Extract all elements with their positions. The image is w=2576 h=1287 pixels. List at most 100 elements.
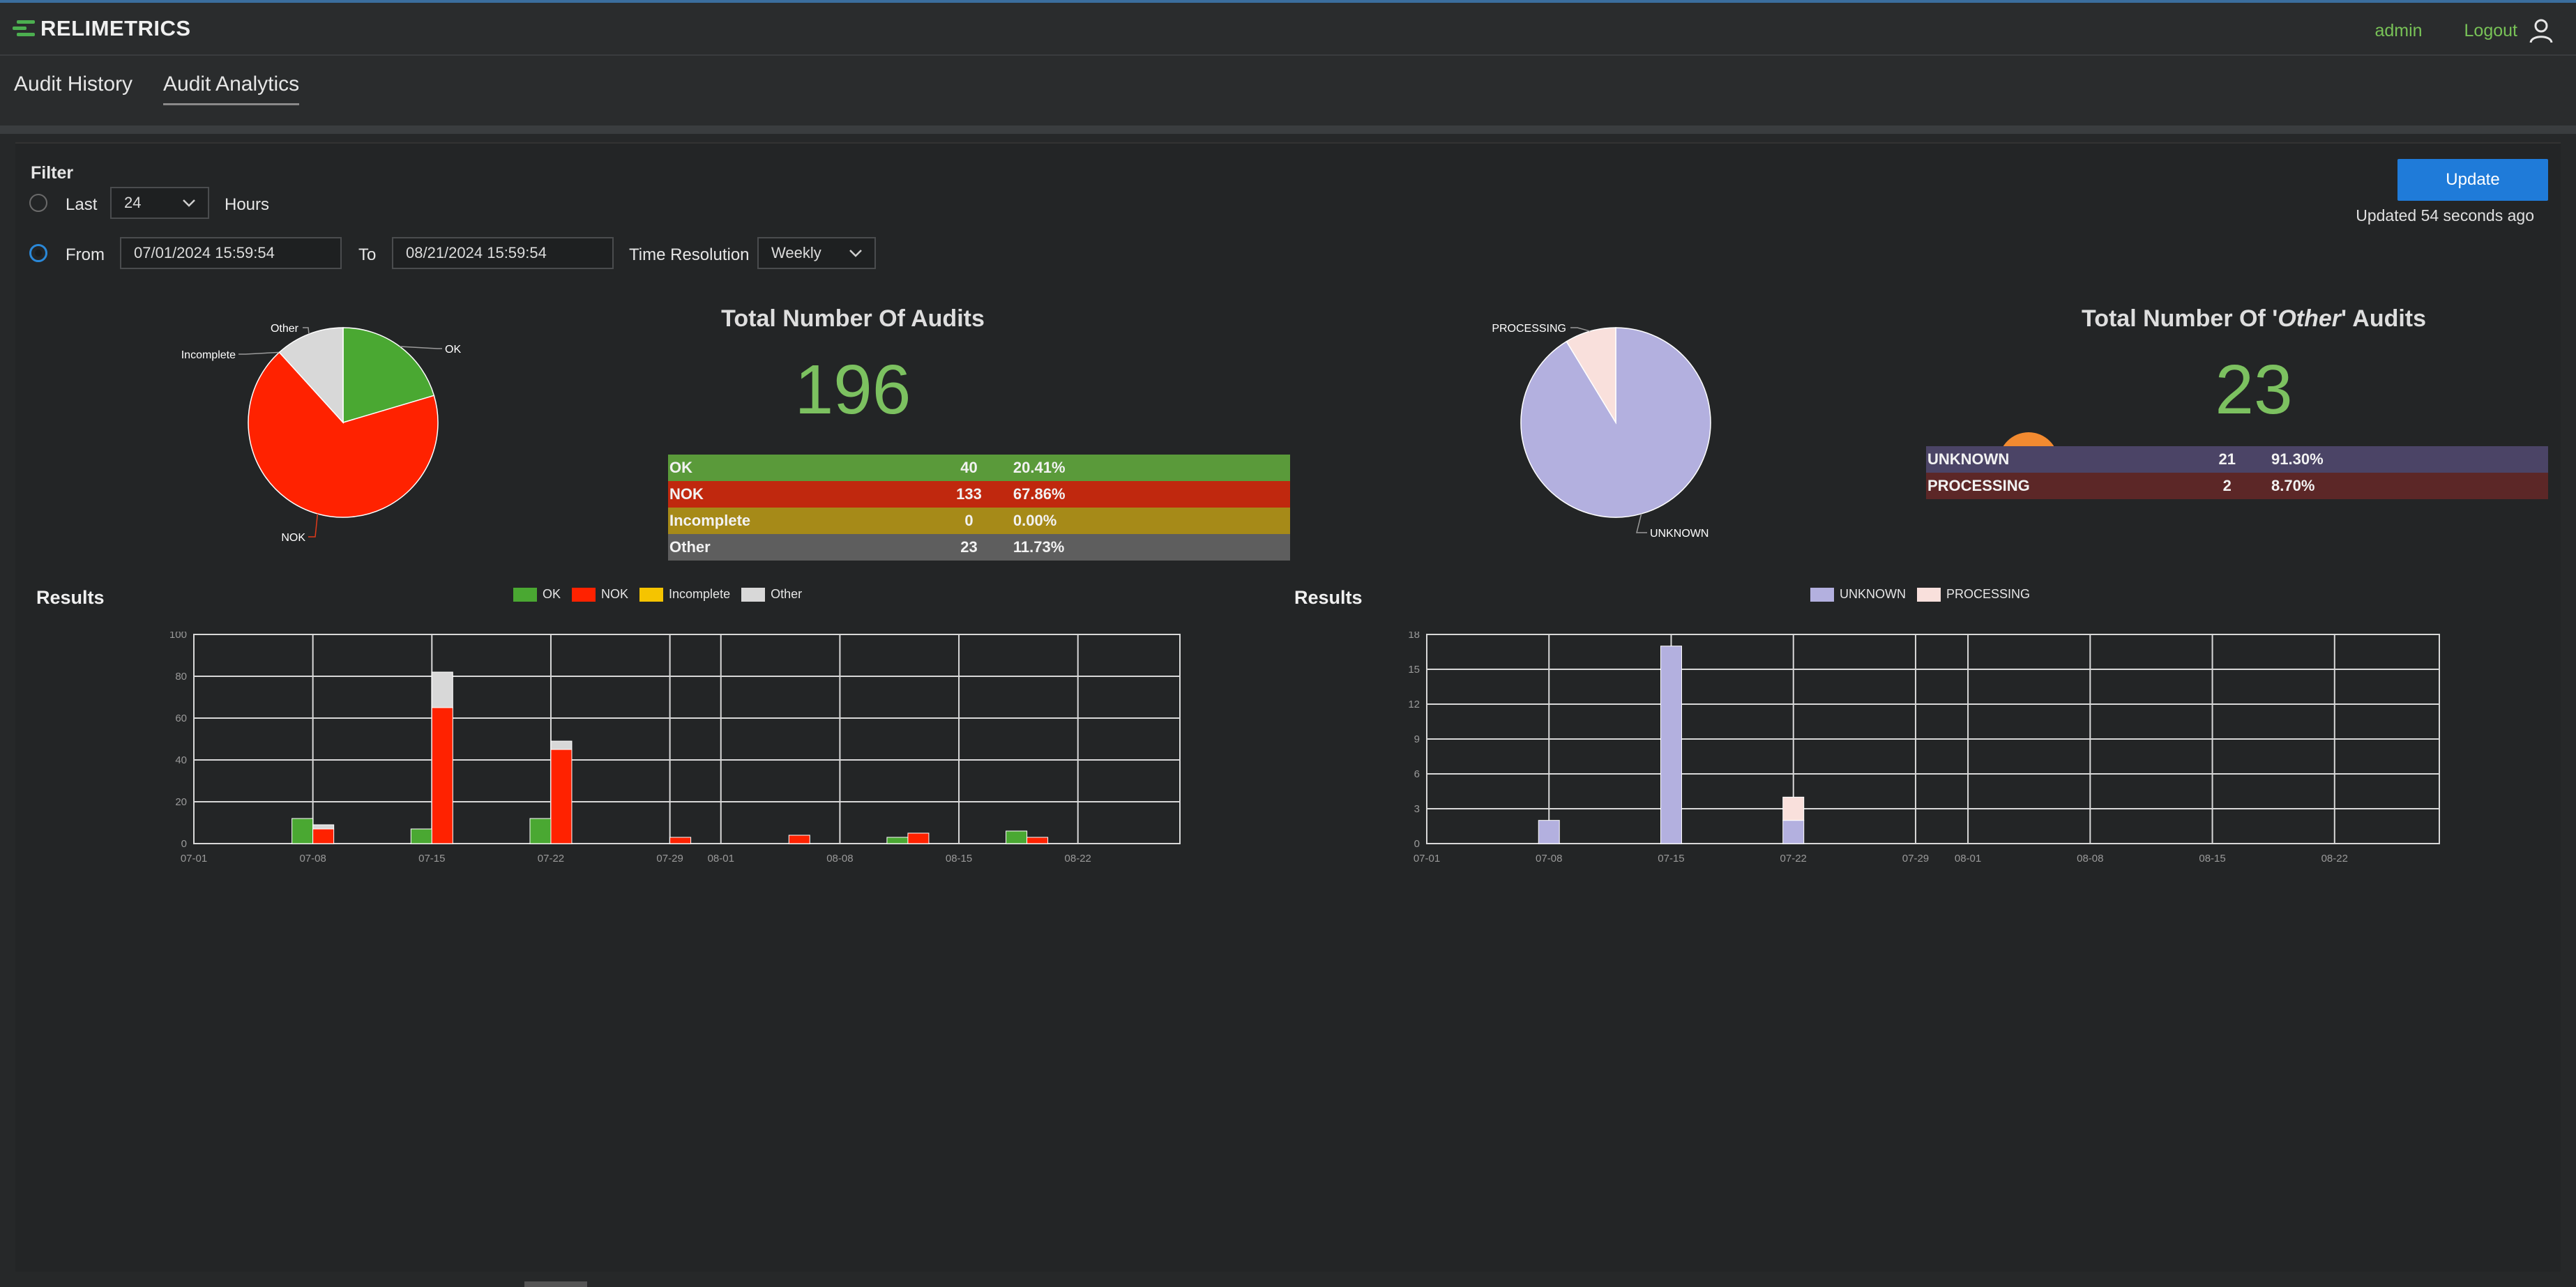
legend-swatch-nok	[572, 587, 596, 602]
stat-label: PROCESSING	[1927, 477, 2030, 494]
y-tick-label: 12	[1408, 699, 1420, 710]
stat-percent: 8.70%	[2271, 477, 2315, 494]
legend-swatch-unknown	[1810, 587, 1834, 602]
tab-audit-analytics[interactable]: Audit Analytics	[163, 73, 300, 105]
filter-title: Filter	[31, 163, 74, 183]
x-tick-label: 08-15	[946, 853, 972, 865]
stat-count: 2	[2222, 477, 2232, 494]
y-tick-label: 6	[1414, 768, 1420, 780]
audit-result-pie-chart: OK NOK Incomplete Other	[181, 323, 462, 544]
total-audits-table: OK 40 20.41% NOK 133 67.86% Incomplete 0 0.00% Ot…	[668, 455, 1290, 561]
time-resolution-select[interactable]: Weekly	[757, 237, 876, 269]
y-tick-label: 20	[175, 796, 187, 808]
last-label: Last	[66, 195, 98, 214]
app-logo[interactable]: RELIMETRICS	[13, 14, 191, 43]
pie-slice-processing[interactable]	[1566, 327, 1616, 425]
stat-label: Incomplete	[669, 512, 751, 529]
logout-link[interactable]: Logout	[2464, 20, 2517, 40]
legend-label-incomplete: Incomplete	[669, 587, 731, 601]
legend-swatch-ok	[513, 587, 537, 602]
bar-nok[interactable]	[550, 749, 573, 844]
results-bar-chart-left: 0 20 40 60 80 100 07-01 07-08 07-15 07-22 07-29 08-…	[169, 632, 1181, 865]
from-label: From	[66, 245, 105, 264]
pie-label-incomplete: Incomplete	[181, 349, 236, 361]
hours-label: Hours	[225, 195, 270, 214]
chevron-down-icon	[183, 199, 195, 207]
pie-slice-nok[interactable]	[248, 351, 439, 518]
y-tick-label: 3	[1414, 803, 1420, 815]
bar-ok[interactable]	[529, 818, 552, 844]
bar-nok[interactable]	[788, 835, 810, 844]
from-radio[interactable]	[29, 244, 47, 262]
y-tick-label: 60	[175, 713, 187, 724]
legend-swatch-processing	[1917, 587, 1941, 602]
last-hours-select[interactable]: 24	[110, 187, 209, 219]
bar-unknown[interactable]	[1660, 646, 1682, 844]
bar-nok[interactable]	[669, 837, 692, 844]
x-tick-label: 08-01	[708, 853, 734, 865]
bar-ok[interactable]	[291, 818, 314, 844]
to-label: To	[358, 245, 377, 264]
bar-other[interactable]	[550, 740, 573, 750]
legend-item-nok[interactable]: NOK	[572, 587, 628, 602]
bar-nok[interactable]	[312, 828, 335, 844]
x-tick-label: 08-22	[2321, 853, 2348, 865]
other-audits-title-post: ' Audits	[2341, 305, 2427, 332]
to-date-input[interactable]: 08/21/2024 15:59:54	[392, 237, 614, 269]
stat-percent: 67.86%	[1013, 485, 1066, 503]
y-tick-label: 80	[175, 671, 187, 683]
legend-label-ok: OK	[543, 587, 561, 601]
y-tick-label: 15	[1408, 664, 1420, 676]
pie-label-other: Other	[271, 323, 299, 335]
pie-slice-other[interactable]	[278, 327, 344, 424]
results-bar-chart-right: 0 3 6 9 12 15 18 07-01 07-08 07-15 07-22 07-29 08-01…	[1408, 632, 2440, 865]
legend-label-processing: PROCESSING	[1946, 587, 2031, 601]
bar-ok[interactable]	[410, 828, 432, 844]
user-icon[interactable]	[2527, 17, 2555, 45]
stat-label: OK	[669, 459, 692, 476]
pie-leader-ok	[400, 346, 442, 349]
tab-audit-history[interactable]: Audit History	[14, 73, 133, 96]
bar-other[interactable]	[431, 671, 453, 708]
bar-processing[interactable]	[1782, 796, 1805, 821]
results-label-right: Results	[1294, 587, 1363, 608]
bar-nok[interactable]	[1026, 837, 1049, 844]
x-tick-label: 07-29	[656, 853, 683, 865]
stat-count: 40	[960, 459, 978, 476]
legend-item-other[interactable]: Other	[741, 587, 802, 602]
y-tick-label: 0	[1414, 838, 1420, 850]
update-button[interactable]: Update	[2397, 159, 2548, 201]
stat-percent: 11.73%	[1013, 538, 1065, 556]
legend-item-processing[interactable]: PROCESSING	[1917, 587, 2030, 602]
stat-percent: 20.41%	[1013, 459, 1066, 476]
bar-nok[interactable]	[431, 707, 453, 844]
chevron-down-icon	[849, 250, 862, 257]
legend-swatch-incomplete	[639, 587, 664, 602]
legend-item-ok[interactable]: OK	[513, 587, 561, 602]
legend-item-incomplete[interactable]: Incomplete	[639, 587, 730, 602]
from-date-input[interactable]: 07/01/2024 15:59:54	[120, 237, 342, 269]
y-tick-label: 9	[1414, 733, 1420, 745]
legend-label-nok: NOK	[601, 587, 629, 601]
updated-status: Updated 54 seconds ago	[2356, 206, 2534, 224]
legend-item-unknown[interactable]: UNKNOWN	[1810, 587, 1906, 602]
user-name[interactable]: admin	[2374, 20, 2423, 40]
horizontal-scrollbar[interactable]	[524, 1281, 587, 1287]
user-area: admin Logout	[2374, 17, 2555, 45]
pie-label-unknown: UNKNOWN	[1650, 528, 1709, 540]
bar-other[interactable]	[312, 824, 335, 830]
logo-text: RELIMETRICS	[40, 16, 191, 40]
y-tick-label: 40	[175, 754, 187, 766]
bar-unknown[interactable]	[1538, 820, 1560, 844]
logo-icon	[13, 17, 38, 40]
last-radio[interactable]	[29, 194, 47, 212]
bar-unknown[interactable]	[1782, 820, 1805, 844]
bar-nok[interactable]	[907, 832, 930, 844]
stat-row-processing: PROCESSING 2 8.70%	[1926, 473, 2548, 499]
time-resolution-value: Weekly	[771, 244, 821, 261]
pie-label-ok: OK	[445, 344, 461, 356]
stat-row-incomplete: Incomplete 0 0.00%	[668, 508, 1290, 534]
x-tick-label: 08-08	[826, 853, 853, 865]
bar-ok[interactable]	[1006, 830, 1028, 844]
bar-ok[interactable]	[886, 837, 909, 844]
